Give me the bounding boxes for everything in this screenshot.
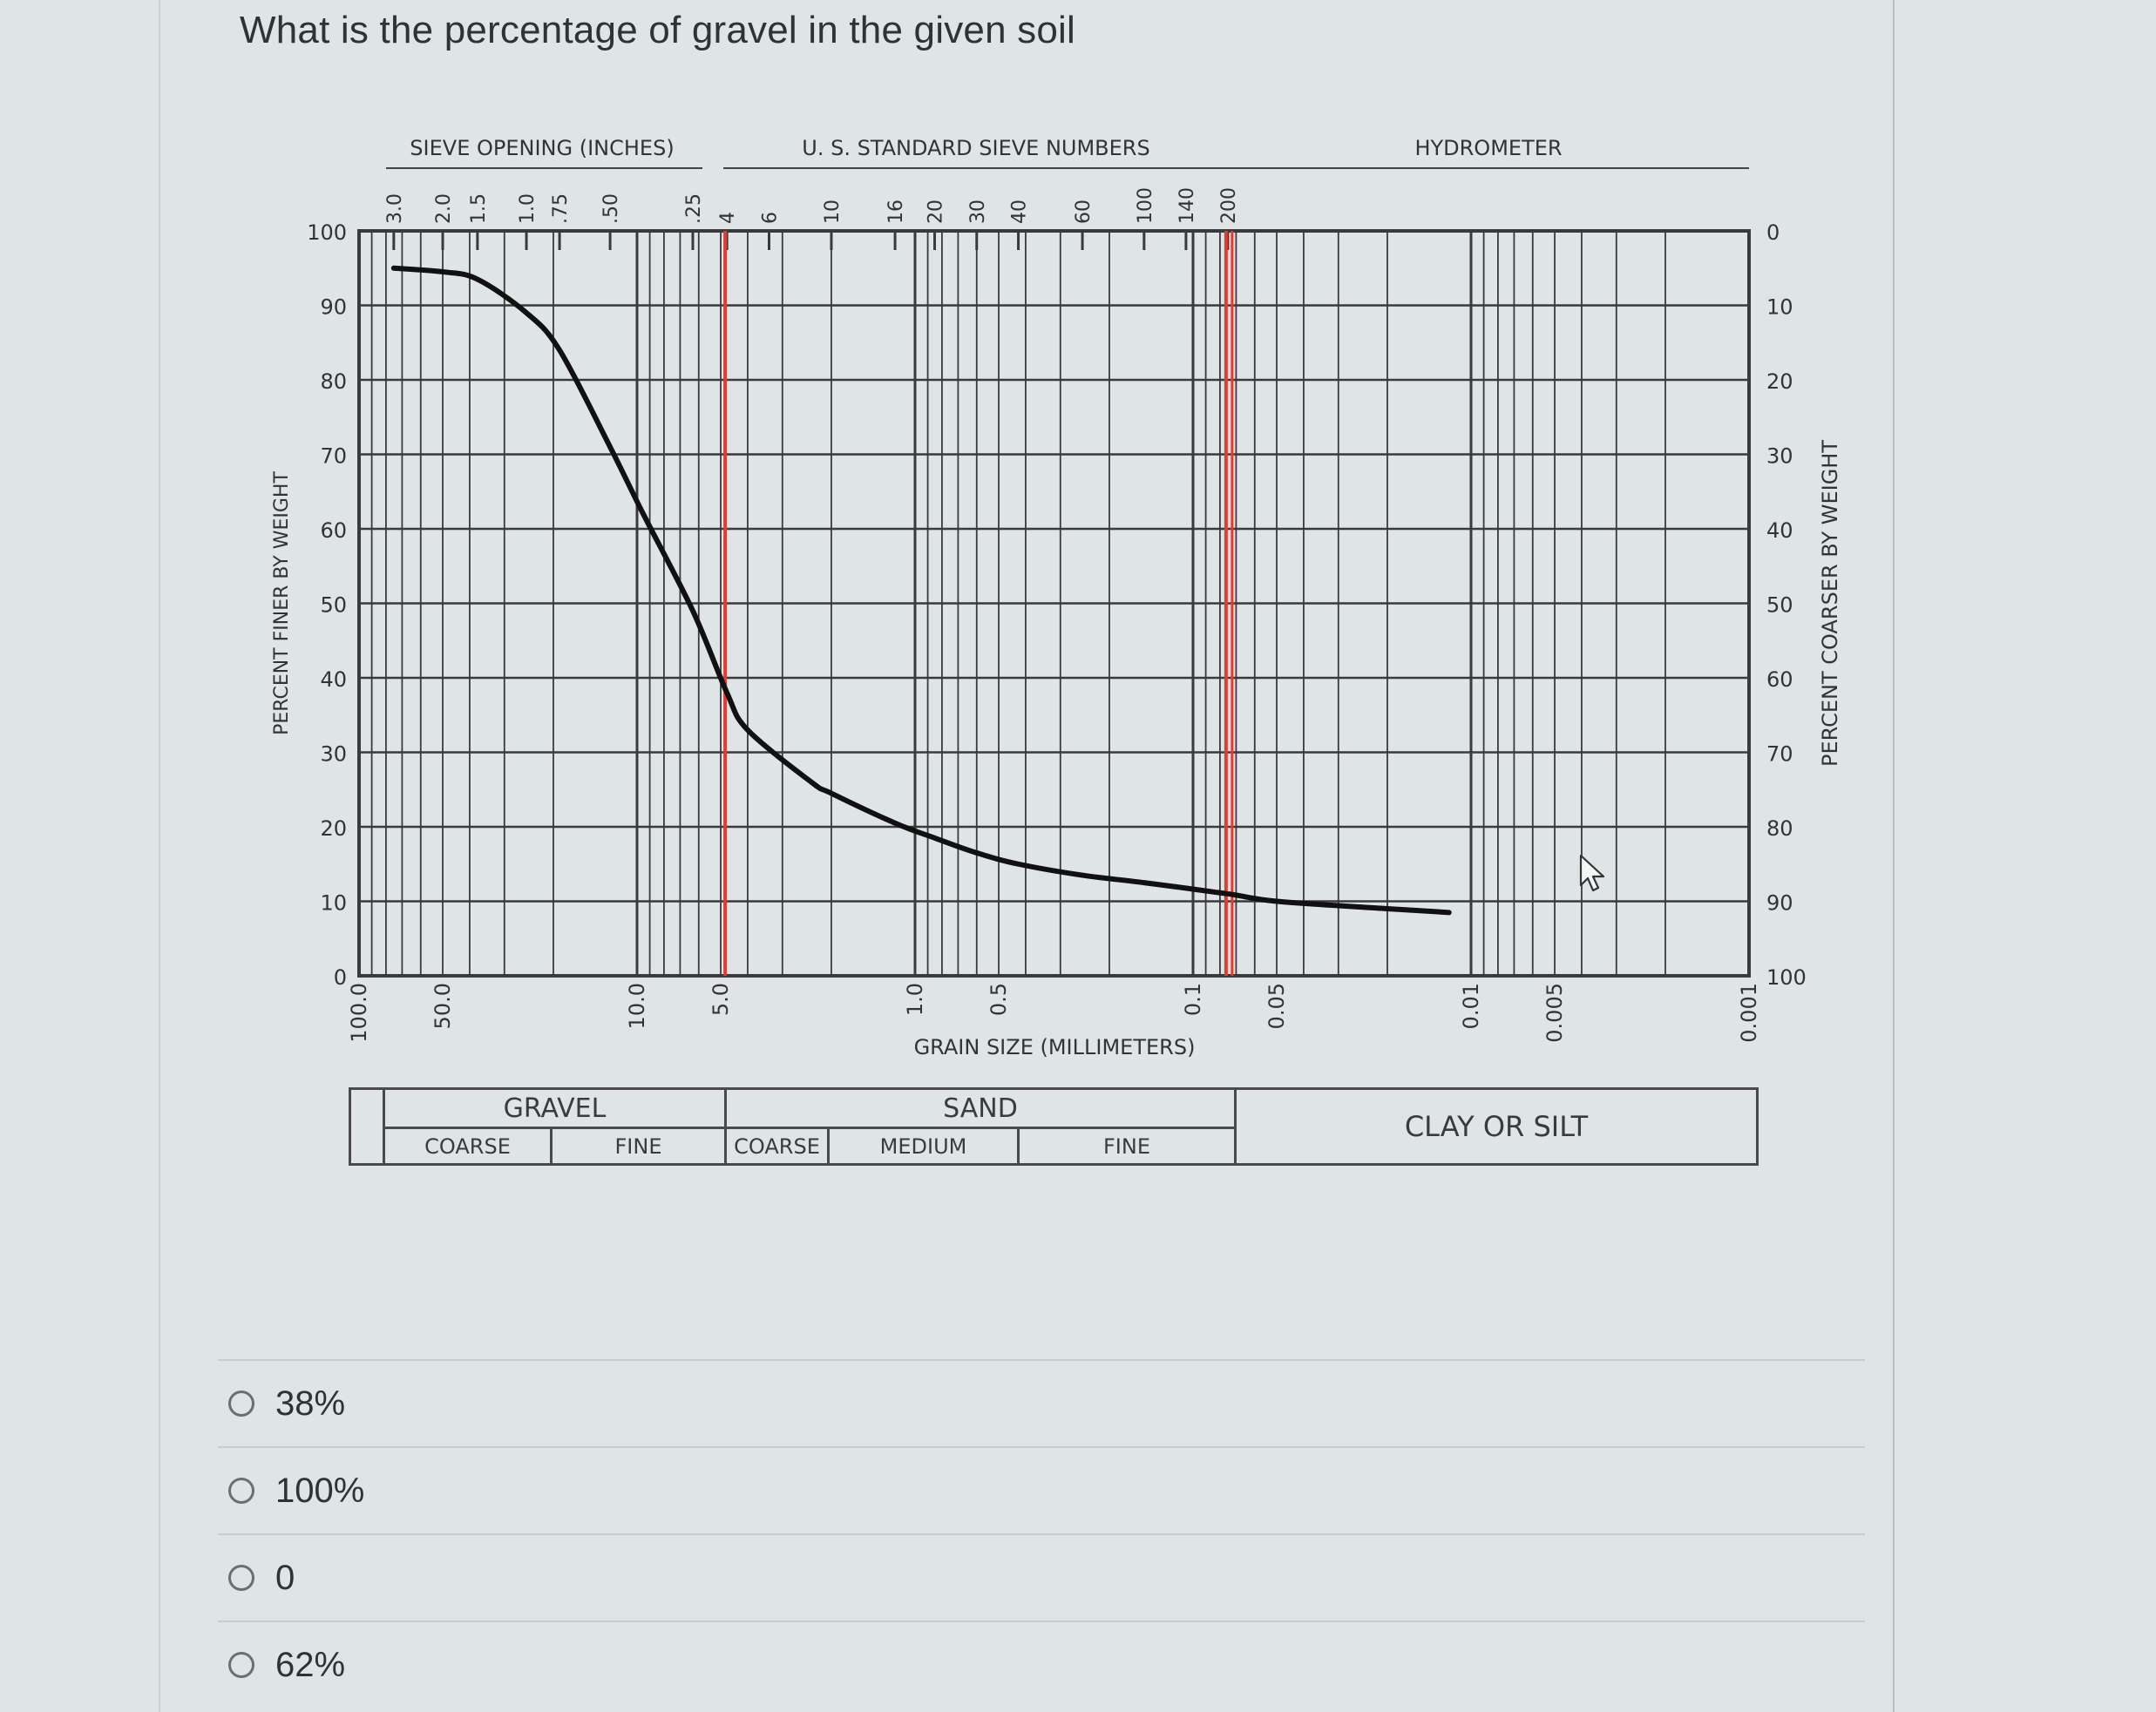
x-axis-tick: 0.01 (1459, 983, 1483, 1029)
legend-sand-medium: MEDIUM (830, 1129, 1020, 1163)
legend-gravel-coarse: COARSE (385, 1129, 553, 1163)
radio-button[interactable] (228, 1478, 254, 1504)
answer-options: 38% 100% 0 62% (218, 1359, 1865, 1708)
left-axis-tick: 80 (320, 369, 347, 394)
option-label: 62% (275, 1645, 346, 1684)
sieve-number-tick: 16 (885, 200, 907, 224)
sieve-number-tick: 60 (1073, 200, 1095, 224)
option-38-percent[interactable]: 38% (218, 1361, 1865, 1446)
option-label: 100% (275, 1471, 365, 1510)
right-axis-title: PERCENT COARSER BY WEIGHT (1818, 440, 1842, 767)
radio-button[interactable] (228, 1391, 254, 1417)
right-axis-tick: 20 (1766, 369, 1793, 394)
option-divider (218, 1359, 1865, 1361)
radio-button[interactable] (228, 1565, 254, 1591)
x-axis-tick: 50.0 (431, 983, 455, 1029)
x-axis-tick: 5.0 (708, 983, 733, 1016)
question-text: What is the percentage of gravel in the … (240, 9, 1075, 51)
sieve-number-tick: 20 (925, 200, 947, 224)
sieve-number-tick: 6 (760, 212, 782, 224)
option-label: 38% (275, 1384, 346, 1423)
x-axis-tick: 0.5 (986, 983, 1011, 1016)
sieve-marker-lines (723, 231, 1234, 976)
option-divider (218, 1446, 1865, 1448)
mouse-cursor-icon (1579, 854, 1605, 892)
sieve-number-tick: 140 (1176, 187, 1198, 224)
sieve-opening-tick: 2.0 (433, 193, 455, 224)
x-axis-tick: 0.1 (1181, 983, 1205, 1016)
sieve-number-tick: 10 (822, 200, 844, 224)
x-axis-tick: 0.005 (1542, 983, 1567, 1043)
legend-sand-fine: FINE (1103, 1133, 1150, 1159)
x-axis-tick: 1.0 (903, 983, 927, 1016)
page-border-right (1893, 0, 1895, 1712)
sieve-numbers-label: U. S. STANDARD SIEVE NUMBERS (802, 136, 1149, 160)
right-axis-tick: 60 (1766, 667, 1793, 692)
legend-gravel: GRAVEL COARSE FINE (385, 1090, 727, 1163)
right-axis-tick: 90 (1766, 891, 1793, 916)
right-axis-tick: 80 (1766, 816, 1793, 841)
left-axis-tick: 60 (320, 518, 347, 543)
sieve-opening-tick: 1.0 (517, 193, 539, 224)
left-axis-tick: 100 (307, 220, 347, 245)
sieve-number-tick: 100 (1135, 187, 1156, 224)
left-axis-tick: 70 (320, 444, 347, 469)
right-axis-tick: 40 (1766, 518, 1793, 543)
option-0[interactable]: 0 (218, 1535, 1865, 1621)
legend-clay-or-silt: CLAY OR SILT (1404, 1110, 1589, 1143)
right-axis-tick: 30 (1766, 444, 1793, 469)
x-axis-tick: 100.0 (347, 983, 371, 1043)
x-axis-tick: 0.05 (1264, 983, 1289, 1029)
legend-stub (351, 1090, 385, 1163)
chart-labels: 1009080706050403020100010203040506070809… (271, 136, 1842, 1059)
hydrometer-label: HYDROMETER (1414, 136, 1562, 160)
gradation-curve (390, 265, 1452, 916)
sieve-number-tick: 40 (1009, 200, 1031, 224)
sieve-opening-tick: 3.0 (384, 193, 406, 224)
sieve-opening-tick: .25 (683, 193, 705, 224)
right-axis-tick: 10 (1766, 295, 1793, 320)
radio-button[interactable] (228, 1652, 254, 1678)
legend-gravel-fine: FINE (614, 1133, 662, 1159)
legend-sand-label: SAND (727, 1090, 1234, 1129)
right-axis-tick: 0 (1766, 220, 1780, 245)
left-axis-tick: 10 (320, 891, 347, 916)
option-62-percent[interactable]: 62% (218, 1622, 1865, 1708)
right-axis-tick: 50 (1766, 593, 1793, 618)
sieve-opening-tick: .75 (550, 193, 572, 224)
option-divider (218, 1621, 1865, 1622)
legend-gravel-label: GRAVEL (385, 1090, 724, 1129)
sieve-opening-tick: 1.5 (468, 193, 490, 224)
grain-size-chart: 1009080706050403020100010203040506070809… (271, 136, 1842, 1059)
chart-grid (357, 229, 1751, 978)
page-border-left (159, 0, 160, 1712)
left-axis-tick: 0 (334, 965, 347, 990)
legend-sand-coarse: COARSE (727, 1129, 830, 1163)
option-divider (218, 1533, 1865, 1535)
x-axis-tick: 0.001 (1737, 983, 1761, 1043)
sieve-opening-tick: .50 (600, 193, 622, 224)
right-axis-tick: 70 (1766, 742, 1793, 767)
sieve-opening-label: SIEVE OPENING (INCHES) (410, 136, 674, 160)
sieve-number-tick: 30 (967, 200, 989, 224)
soil-classification-legend: GRAVEL COARSE FINE SAND COARSE MEDIUM FI… (349, 1087, 1759, 1166)
option-100-percent[interactable]: 100% (218, 1448, 1865, 1533)
right-axis-tick: 100 (1766, 965, 1807, 990)
left-axis-tick: 90 (320, 295, 347, 320)
sieve-number-tick: 4 (717, 212, 739, 224)
x-axis-title: GRAIN SIZE (MILLIMETERS) (914, 1035, 1196, 1059)
left-axis-tick: 50 (320, 593, 347, 618)
left-axis-title: PERCENT FINER BY WEIGHT (271, 471, 293, 735)
legend-sand: SAND COARSE MEDIUM FINE (727, 1090, 1237, 1163)
x-axis-tick: 10.0 (625, 983, 649, 1029)
sieve-number-tick: 200 (1218, 187, 1240, 224)
left-axis-tick: 30 (320, 742, 347, 767)
option-label: 0 (275, 1558, 295, 1597)
left-axis-tick: 20 (320, 816, 347, 841)
left-axis-tick: 40 (320, 667, 347, 692)
